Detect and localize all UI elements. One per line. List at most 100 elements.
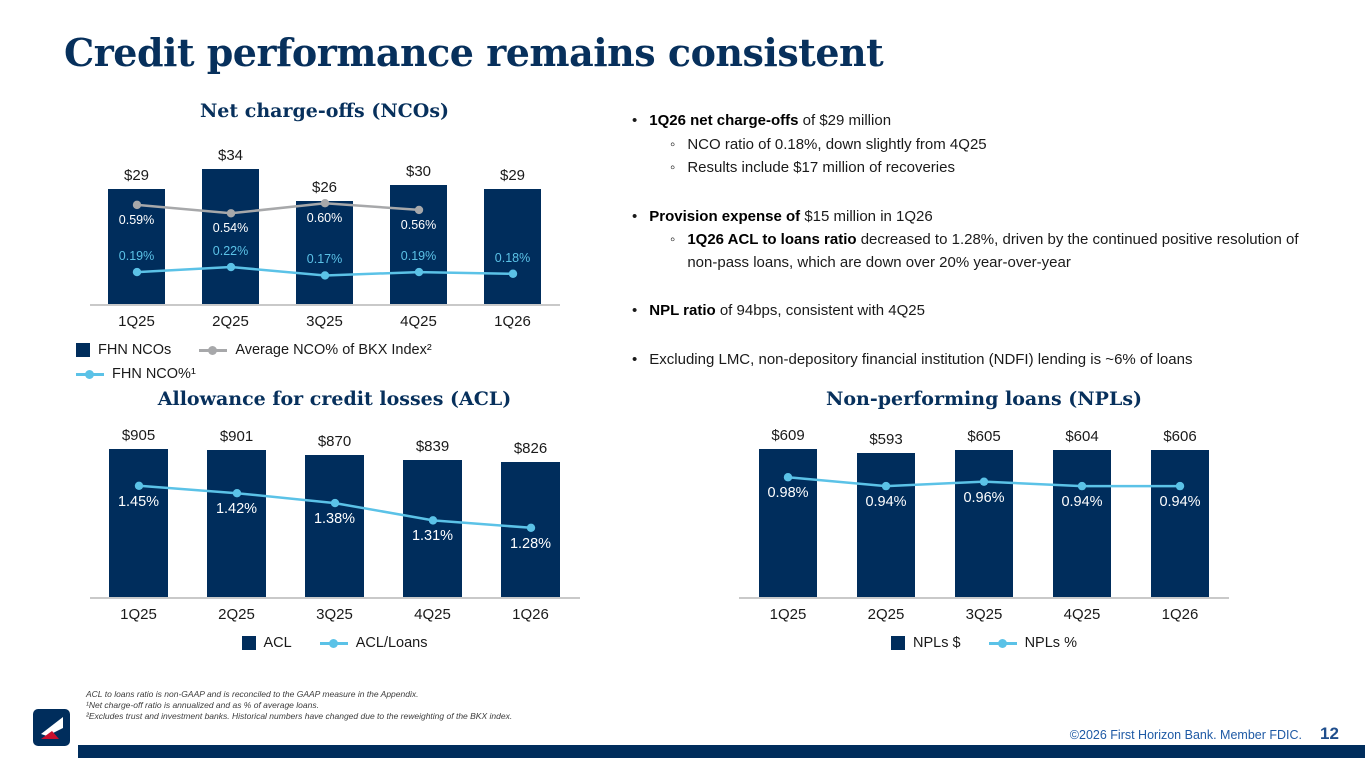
npl-legend: NPLs $ NPLs %	[728, 635, 1240, 651]
nco-chart-title: Net charge-offs (NCOs)	[199, 100, 450, 122]
sub-bullet-text: NCO ratio of 0.18%, down slightly from 4…	[687, 135, 987, 153]
page-number: 12	[1320, 724, 1339, 743]
acl-plot-area: $905 $901 $870 $839 $826 1.45% 1.42% 1.38% 1.31%…	[89, 424, 580, 599]
line-point-label: 0.94%	[865, 494, 907, 511]
bullet-item: • Provision expense of $15 million in 1Q…	[632, 206, 1332, 229]
sub-bullet-text: 1Q26 ACL to loans ratio decreased to 1.2…	[687, 229, 1332, 274]
bar	[207, 449, 266, 597]
line-point-label: 1.28%	[509, 535, 552, 552]
bar	[305, 454, 364, 597]
bar	[390, 184, 447, 304]
bar-value-label: $606	[1163, 427, 1197, 445]
data-point-marker	[226, 262, 235, 272]
nco-plot-area: $29 $34 $26 $30 $29 0.59% 0.54% 0.60% 0.56% 0.19%…	[89, 136, 560, 306]
legend-dot	[328, 638, 338, 648]
nco-legend: FHN NCOs Average NCO% of BKX Index² FHN NC…	[76, 342, 506, 382]
x-axis-label: 4Q25	[400, 313, 437, 330]
bar-value-label: $605	[967, 427, 1001, 445]
bullet-group: • NPL ratio of 94bps, consistent with 4Q…	[632, 300, 1332, 323]
x-axis-label: 4Q25	[1063, 606, 1101, 623]
footnote-line: ¹Net charge-off ratio is annualized and …	[86, 700, 319, 711]
line-point-label: 0.94%	[1061, 494, 1103, 511]
acl-chart-title: Allowance for credit losses (ACL)	[157, 388, 512, 410]
bar-value-label: $826	[513, 439, 548, 457]
npl-chart-title: Non-performing loans (NPLs)	[825, 388, 1143, 410]
bullet-group: • 1Q26 net charge-offs of $29 million ◦ …	[632, 110, 1332, 180]
line-point-label: 0.98%	[767, 485, 809, 502]
legend-line-marker	[199, 345, 228, 355]
line-point-label: 0.22%	[212, 244, 249, 259]
data-point-marker	[132, 267, 141, 277]
line-point-label: 0.18%	[494, 250, 531, 265]
bar-value-label: $609	[771, 427, 805, 444]
line-series-overlay	[783, 473, 1185, 491]
bullet-marker: •	[632, 302, 638, 319]
data-point-marker	[320, 199, 329, 208]
data-point-marker	[881, 481, 891, 491]
bar	[109, 449, 168, 597]
bullet-text: Provision expense of $15 million in 1Q26	[649, 206, 932, 229]
sub-bullet-item: ◦ 1Q26 ACL to loans ratio decreased to 1…	[670, 229, 1332, 274]
legend-item: ACL	[241, 635, 292, 651]
line-point-label: 0.19%	[400, 249, 437, 264]
legend-square-marker	[891, 636, 906, 650]
line-point-label: 0.17%	[306, 252, 343, 267]
npl-x-axis: 1Q25 2Q25 3Q25 4Q25 1Q26	[739, 606, 1229, 623]
bar	[484, 188, 541, 304]
x-axis-label: 4Q25	[414, 606, 451, 623]
bullet-text: 1Q26 net charge-offs of $29 million	[649, 110, 891, 133]
line-point-label: 0.96%	[963, 489, 1005, 506]
x-axis-label: 1Q26	[1161, 606, 1199, 623]
data-point-marker	[414, 205, 423, 215]
legend-label: FHN NCO%¹	[112, 366, 196, 382]
x-axis-label: 2Q25	[212, 313, 249, 330]
line-point-label: 0.59%	[118, 212, 155, 227]
bullet-bold-text: NPL ratio	[649, 302, 716, 319]
legend-line-marker	[319, 638, 348, 648]
bar-value-label: $29	[499, 166, 526, 184]
bar-value-label: $34	[217, 147, 244, 164]
sub-bullet-item: ◦ Results include $17 million of recover…	[670, 157, 1332, 180]
line-point-label: 0.56%	[400, 217, 437, 232]
bullet-item: • 1Q26 net charge-offs of $29 million	[632, 110, 1332, 133]
legend-item: Average NCO% of BKX Index²	[199, 342, 432, 358]
acl-chart: Allowance for credit losses (ACL) $905 $9…	[62, 388, 607, 651]
line-point-label: 0.19%	[118, 249, 155, 264]
x-axis-label: 1Q25	[118, 313, 155, 330]
legend-dot	[208, 345, 218, 355]
sub-bullet-marker: ◦	[670, 135, 676, 153]
bar	[954, 449, 1014, 597]
x-axis-label: 3Q25	[306, 313, 343, 330]
bar-value-label: $604	[1065, 428, 1099, 446]
data-point-marker	[1175, 481, 1185, 491]
line-point-label: 0.60%	[306, 211, 343, 226]
bar-value-label: $839	[415, 437, 450, 455]
legend-line-marker	[988, 638, 1017, 648]
x-axis-label: 2Q25	[218, 606, 255, 623]
x-axis-label: 3Q25	[316, 606, 353, 623]
data-point-marker	[428, 516, 437, 525]
legend-label: FHN NCOs	[98, 342, 172, 358]
npl-chart: Non-performing loans (NPLs) $609 $593 $605…	[728, 388, 1240, 651]
nco-x-axis: 1Q25 2Q25 3Q25 4Q25 1Q26	[90, 313, 560, 330]
data-point-marker	[1077, 481, 1087, 491]
bullet-rest-text: of 94bps, consistent with 4Q25	[715, 302, 925, 319]
sub-bullet-marker: ◦	[670, 159, 676, 176]
bar-value-label: $905	[121, 427, 156, 444]
footnote-line: ²Excludes trust and investment banks. Hi…	[86, 711, 513, 722]
first-horizon-logo-mark	[41, 717, 63, 739]
bullet-item: • NPL ratio of 94bps, consistent with 4Q…	[632, 300, 1332, 323]
bar-value-label: $30	[405, 162, 432, 180]
bullet-rest-text: $15 million in 1Q26	[800, 207, 933, 225]
line-point-label: 1.31%	[411, 528, 454, 545]
line-point-label: 1.38%	[313, 511, 356, 528]
page-title: Credit performance remains consistent	[64, 30, 884, 75]
data-point-marker	[979, 477, 989, 486]
x-axis-label: 1Q25	[769, 606, 807, 623]
bullet-rest-text: of $29 million	[798, 112, 892, 129]
bullet-item: • Excluding LMC, non-depository financia…	[632, 349, 1332, 372]
bullet-group: • Excluding LMC, non-depository financia…	[632, 349, 1332, 372]
bullet-text: NPL ratio of 94bps, consistent with 4Q25	[649, 300, 925, 323]
acl-x-axis: 1Q25 2Q25 3Q25 4Q25 1Q26	[90, 606, 580, 623]
